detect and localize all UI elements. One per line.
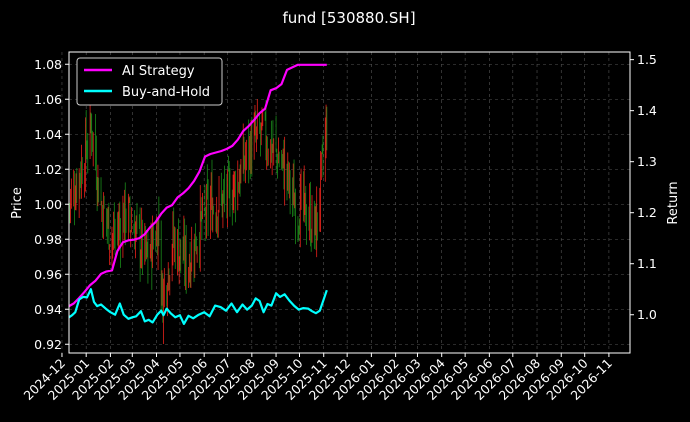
right-y-tick-label: 1.2: [637, 205, 657, 220]
right-y-tick-label: 1.1: [637, 256, 657, 271]
left-y-tick-label: 0.92: [34, 337, 62, 352]
left-y-tick-label: 0.98: [34, 232, 62, 247]
legend-box: [76, 57, 223, 106]
right-y-tick-label: 1.3: [637, 154, 657, 169]
left-y-tick-label: 1.02: [34, 162, 62, 177]
return-lines: [68, 63, 328, 325]
buy-and-hold-line: [68, 288, 328, 325]
price-candles: [68, 93, 328, 345]
left-y-axis: 0.92 0.94 0.96 0.98 1.00 1.02 1.04 1.06 1.08: [34, 57, 69, 352]
right-y-axis: 1.0 1.1 1.2 1.3 1.4 1.5: [630, 52, 657, 322]
legend-label-buy-and-hold: Buy-and-Hold: [122, 85, 210, 100]
right-y-tick-label: 1.4: [637, 103, 657, 118]
chart-title: fund [530880.SH]: [282, 9, 415, 27]
right-y-axis-label: Return: [666, 181, 681, 224]
legend-label-ai-strategy: AI Strategy: [122, 64, 195, 79]
plot-frame: [68, 51, 631, 354]
right-y-tick-label: 1.0: [637, 307, 657, 322]
right-y-tick-label: 1.5: [637, 52, 657, 67]
legend: AI Strategy Buy-and-Hold: [76, 57, 223, 106]
left-y-tick-label: 1.08: [34, 57, 62, 72]
left-y-tick-label: 1.06: [34, 92, 62, 107]
left-y-tick-label: 1.00: [34, 197, 62, 212]
ai-strategy-line: [68, 63, 327, 308]
left-y-axis-label: Price: [10, 187, 25, 219]
left-y-tick-label: 0.94: [34, 302, 62, 317]
left-y-tick-label: 1.04: [34, 127, 62, 142]
left-y-tick-label: 0.96: [34, 267, 62, 282]
